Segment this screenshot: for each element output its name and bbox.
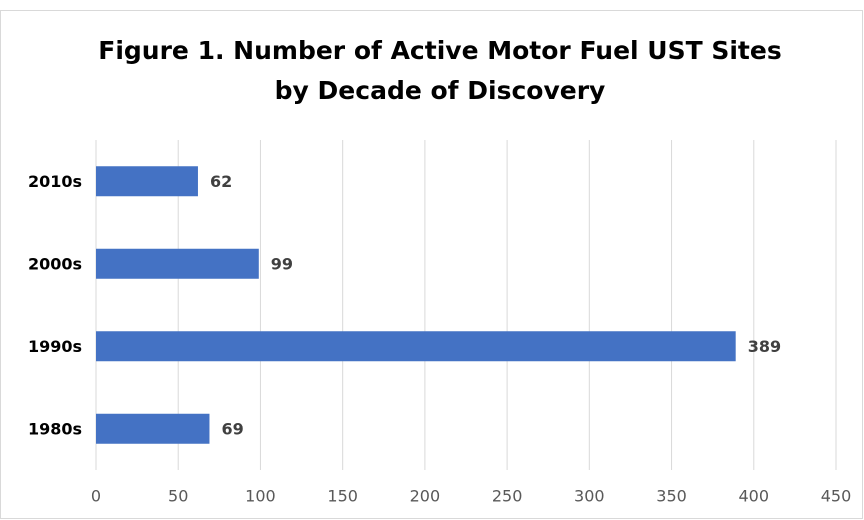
data-label: 62 [210,172,232,191]
chart-title: by Decade of Discovery [275,76,606,105]
x-tick-label: 400 [739,487,770,506]
x-tick-label: 450 [821,487,852,506]
x-tick-label: 200 [410,487,441,506]
data-label: 389 [748,337,781,356]
data-label: 99 [271,254,293,273]
y-tick-label: 2010s [28,172,82,191]
bar [96,248,259,279]
bar [96,166,198,197]
data-label: 69 [221,419,243,438]
x-tick-label: 0 [91,487,101,506]
x-tick-label: 50 [168,487,188,506]
x-tick-label: 150 [327,487,358,506]
y-tick-label: 2000s [28,254,82,273]
bar [96,331,736,362]
y-tick-label: 1990s [28,337,82,356]
x-tick-label: 100 [245,487,276,506]
bar [96,413,210,444]
y-tick-label: 1980s [28,419,82,438]
x-tick-label: 250 [492,487,523,506]
chart-title: Figure 1. Number of Active Motor Fuel US… [98,36,781,65]
x-tick-label: 300 [574,487,605,506]
x-tick-label: 350 [656,487,687,506]
